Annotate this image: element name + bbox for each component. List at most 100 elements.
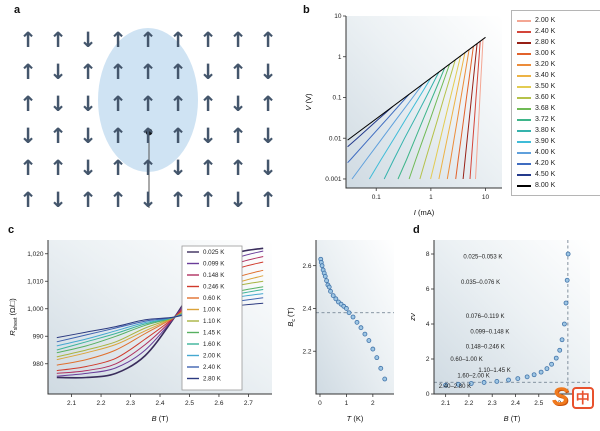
- legend-entry: 4.20 K: [517, 158, 595, 169]
- svg-text:1.45 K: 1.45 K: [203, 330, 222, 337]
- svg-text:I (mA): I (mA): [414, 208, 435, 217]
- legend-entry: 3.50 K: [517, 81, 595, 92]
- legend-label: 3.68 K: [535, 105, 556, 112]
- svg-text:10: 10: [334, 13, 342, 20]
- svg-text:V (V): V (V): [304, 93, 313, 111]
- svg-text:↓: ↓: [79, 28, 97, 52]
- legend-label: 3.40 K: [535, 72, 556, 79]
- svg-text:T (K): T (K): [347, 414, 364, 423]
- svg-text:0.1: 0.1: [372, 194, 381, 201]
- svg-text:980: 980: [33, 361, 44, 368]
- svg-text:↓: ↓: [229, 92, 247, 116]
- svg-text:2.40–2.80 K: 2.40–2.80 K: [439, 384, 471, 390]
- svg-text:0.60 K: 0.60 K: [203, 295, 222, 302]
- svg-text:2.6: 2.6: [558, 400, 567, 407]
- svg-text:↑: ↑: [109, 92, 127, 116]
- legend-entry: 3.90 K: [517, 136, 595, 147]
- svg-text:↑: ↑: [169, 188, 187, 212]
- svg-text:↑: ↑: [169, 124, 187, 148]
- svg-text:1: 1: [338, 54, 342, 61]
- svg-text:0.01: 0.01: [329, 135, 342, 142]
- svg-text:↓: ↓: [79, 92, 97, 116]
- svg-text:↑: ↑: [139, 124, 157, 148]
- svg-text:2.40 K: 2.40 K: [203, 364, 222, 371]
- svg-text:2: 2: [426, 356, 430, 363]
- scaling-exponent-chart: 2.12.22.32.42.52.62.702468B (T)zν0.025–0…: [406, 232, 598, 426]
- legend-color-swatch: [517, 173, 531, 176]
- svg-text:0: 0: [318, 400, 322, 407]
- svg-text:↑: ↑: [199, 188, 217, 212]
- legend-entry: 2.80 K: [517, 37, 595, 48]
- legend-label: 3.80 K: [535, 127, 556, 134]
- svg-text:↑: ↑: [139, 156, 157, 180]
- svg-text:0.025 K: 0.025 K: [203, 249, 225, 256]
- legend-label: 8.00 K: [535, 182, 556, 189]
- legend-entry: 4.00 K: [517, 147, 595, 158]
- legend-label: 3.00 K: [535, 50, 556, 57]
- svg-text:↓: ↓: [49, 188, 67, 212]
- svg-text:↓: ↓: [169, 156, 187, 180]
- svg-text:1.10 K: 1.10 K: [203, 318, 222, 325]
- panel-b-label: b: [303, 4, 310, 16]
- svg-text:0.025–0.053 K: 0.025–0.053 K: [463, 254, 502, 260]
- svg-text:990: 990: [33, 333, 44, 340]
- svg-text:0.60–1.00 K: 0.60–1.00 K: [450, 357, 482, 363]
- svg-text:↑: ↑: [169, 60, 187, 84]
- svg-text:2.4: 2.4: [511, 400, 520, 407]
- spin-lattice-svg: ↑ ↑ ↓ ↑ ↑ ↑ ↑ ↑ ↑ ↑ ↓ ↑ ↑ ↑ ↑ ↓ ↑ ↓ ↑ ↓ ↓ ↑ ↑ ↑ ↑ ↓ ↑ ↓ ↑ ↓ ↑ ↑ ↑ ↓ ↑ ↓ ↑ ↑ ↓ ↑…: [19, 28, 277, 212]
- svg-text:1.00 K: 1.00 K: [203, 307, 222, 314]
- svg-text:1.60 K: 1.60 K: [203, 341, 222, 348]
- svg-text:↑: ↑: [109, 28, 127, 52]
- svg-text:↑: ↑: [199, 92, 217, 116]
- svg-text:B (T): B (T): [504, 414, 521, 423]
- legend-color-swatch: [517, 85, 531, 88]
- svg-text:↓: ↓: [259, 60, 277, 84]
- legend-entry: 3.20 K: [517, 59, 595, 70]
- svg-text:↑: ↑: [139, 28, 157, 52]
- legend-entry: 4.50 K: [517, 169, 595, 180]
- bc-svg: 0 1 2 2.2 2.4 2.6 T (K) Bc (T): [286, 240, 394, 423]
- svg-text:↑: ↑: [169, 28, 187, 52]
- legend-entry: 2.40 K: [517, 26, 595, 37]
- svg-text:1,000: 1,000: [27, 306, 44, 313]
- legend-color-swatch: [517, 118, 531, 121]
- svg-text:0.099 K: 0.099 K: [203, 261, 225, 268]
- svg-text:1.10–1.45 K: 1.10–1.45 K: [478, 368, 510, 374]
- legend-entry: 3.68 K: [517, 103, 595, 114]
- svg-text:0.001: 0.001: [325, 176, 342, 183]
- critical-field-chart: 0 1 2 2.2 2.4 2.6 T (K) Bc (T): [284, 232, 402, 426]
- legend-label: 2.00 K: [535, 17, 556, 24]
- svg-text:0.246 K: 0.246 K: [203, 284, 225, 291]
- svg-text:↑: ↑: [169, 92, 187, 116]
- svg-text:↑: ↑: [229, 28, 247, 52]
- svg-text:↑: ↑: [109, 60, 127, 84]
- svg-text:↓: ↓: [259, 124, 277, 148]
- legend-label: 4.50 K: [535, 171, 556, 178]
- legend-color-swatch: [517, 129, 531, 132]
- legend-color-swatch: [517, 162, 531, 165]
- svg-text:↑: ↑: [49, 156, 67, 180]
- spin-lattice-diagram: ↑ ↑ ↓ ↑ ↑ ↑ ↑ ↑ ↑ ↑ ↓ ↑ ↑ ↑ ↑ ↓ ↑ ↓ ↑ ↓ ↓ ↑ ↑ ↑ ↑ ↓ ↑ ↓ ↑ ↓ ↑ ↑ ↑ ↓ ↑ ↓ ↑ ↑ ↓ ↑…: [10, 12, 292, 218]
- svg-text:↓: ↓: [259, 156, 277, 180]
- svg-text:↑: ↑: [199, 156, 217, 180]
- svg-text:2.1: 2.1: [441, 400, 450, 407]
- legend-entry: 3.80 K: [517, 125, 595, 136]
- legend-entry: 8.00 K: [517, 180, 595, 191]
- legend-label: 3.90 K: [535, 138, 556, 145]
- legend-color-swatch: [517, 63, 531, 66]
- svg-text:2.3: 2.3: [488, 400, 497, 407]
- svg-text:↑: ↑: [259, 92, 277, 116]
- svg-text:B (T): B (T): [152, 414, 169, 423]
- svg-text:↓: ↓: [199, 124, 217, 148]
- legend-label: 3.72 K: [535, 116, 556, 123]
- legend-label: 2.40 K: [535, 28, 556, 35]
- svg-text:2.5: 2.5: [185, 400, 194, 407]
- legend-color-swatch: [517, 52, 531, 55]
- legend-label: 4.00 K: [535, 149, 556, 156]
- svg-text:2.80 K: 2.80 K: [203, 376, 222, 383]
- svg-text:↑: ↑: [109, 156, 127, 180]
- legend-color-swatch: [517, 184, 531, 187]
- watermark-zhong-logo: 中: [571, 386, 594, 409]
- svg-text:0.035–0.076 K: 0.035–0.076 K: [461, 280, 500, 286]
